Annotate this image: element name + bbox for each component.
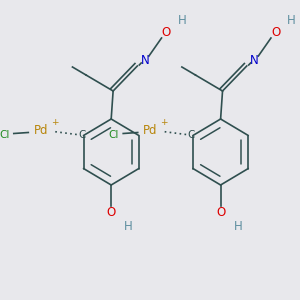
Text: C: C <box>187 130 195 140</box>
Text: Pd: Pd <box>34 124 48 137</box>
Text: O: O <box>216 206 225 220</box>
Text: O: O <box>162 26 171 40</box>
Text: H: H <box>178 14 186 28</box>
Text: +: + <box>51 118 58 127</box>
Text: Cl: Cl <box>108 130 119 140</box>
Text: H: H <box>234 220 242 233</box>
Text: C: C <box>78 130 85 140</box>
Text: O: O <box>106 206 116 220</box>
Text: +: + <box>160 118 168 127</box>
Text: Pd: Pd <box>143 124 158 137</box>
Text: N: N <box>250 55 259 68</box>
Text: O: O <box>271 26 280 40</box>
Text: H: H <box>287 14 296 28</box>
Text: N: N <box>141 55 149 68</box>
Text: H: H <box>124 220 133 233</box>
Text: Cl: Cl <box>0 130 9 140</box>
